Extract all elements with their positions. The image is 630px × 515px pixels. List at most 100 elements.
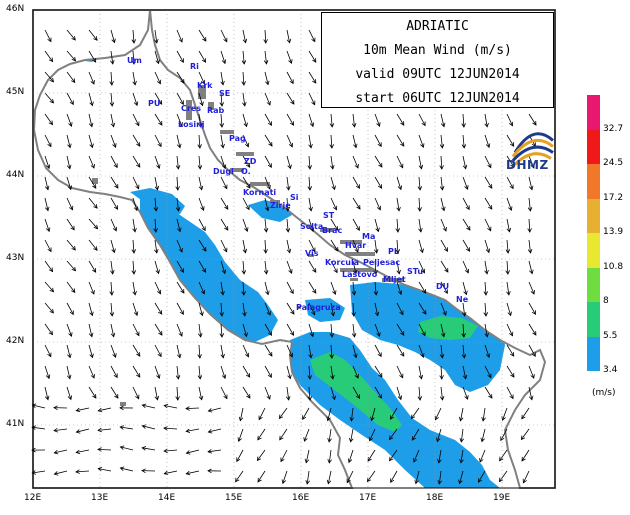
wind-arrow xyxy=(282,470,288,484)
wind-arrow xyxy=(390,407,398,420)
wind-arrow xyxy=(220,197,229,210)
wind-arrow-head xyxy=(530,164,535,169)
wind-arrow xyxy=(186,470,200,475)
wind-arrow xyxy=(374,197,381,211)
wind-arrow xyxy=(88,50,97,63)
wind-arrow-head xyxy=(484,122,489,128)
wind-arrow xyxy=(198,113,202,127)
wind-arrow-head xyxy=(244,142,250,148)
wind-arrow-head xyxy=(158,120,163,126)
wind-arrow xyxy=(154,134,162,147)
wind-arrow-head xyxy=(263,228,269,233)
wind-arrow-head xyxy=(443,247,448,253)
place-label: Losinj xyxy=(178,120,205,129)
wind-arrow xyxy=(462,281,467,295)
wind-arrow-head xyxy=(281,479,287,485)
wind-arrow xyxy=(154,260,159,274)
wind-arrow xyxy=(66,302,74,315)
wind-arrow xyxy=(176,134,181,148)
wind-arrow xyxy=(528,260,533,274)
wind-arrow-head xyxy=(461,312,467,317)
place-label: ST xyxy=(323,211,335,220)
wind-arrow xyxy=(110,218,117,232)
wind-arrow-head xyxy=(236,457,241,463)
wind-arrow-head xyxy=(89,143,94,149)
wind-arrow xyxy=(132,155,141,168)
wind-arrow xyxy=(154,323,163,336)
wind-arrow xyxy=(198,365,201,379)
wind-arrow-head xyxy=(109,312,115,317)
wind-arrow-head xyxy=(465,205,470,211)
wind-arrow xyxy=(308,134,312,148)
wind-arrow-head xyxy=(197,375,203,380)
wind-arrow-head xyxy=(157,100,163,105)
wind-arrow xyxy=(435,407,442,420)
wind-arrow-head xyxy=(309,122,315,128)
wind-arrow xyxy=(308,344,312,358)
wind-arrow-head xyxy=(485,143,491,149)
wind-arrow-head xyxy=(267,373,272,379)
wind-arrow-head xyxy=(487,373,492,379)
wind-arrow-head xyxy=(48,330,53,336)
wind-arrow xyxy=(176,197,179,211)
wind-arrow-head xyxy=(280,457,285,463)
colorbar-swatch xyxy=(587,302,600,337)
wind-arrow xyxy=(482,407,486,421)
wind-arrow xyxy=(220,239,228,252)
wind-arrow-head xyxy=(141,468,146,474)
wind-arrow xyxy=(242,281,245,296)
wind-arrow-head xyxy=(207,449,213,454)
wind-arrow-head xyxy=(243,122,248,128)
wind-arrow xyxy=(198,92,203,106)
wind-arrow xyxy=(484,239,490,253)
place-label: Lastovo xyxy=(342,270,378,279)
wind-arrow-head xyxy=(356,204,361,210)
wind-arrow-head xyxy=(207,429,213,434)
wind-arrow-head xyxy=(509,184,514,190)
wind-arrow xyxy=(220,134,224,148)
wind-arrow-head xyxy=(223,394,228,400)
wind-arrow xyxy=(220,113,223,128)
x-tick-label: 17E xyxy=(359,493,377,503)
wind-arrow-head xyxy=(483,312,489,317)
wind-arrow xyxy=(76,428,90,433)
wind-arrow xyxy=(367,470,376,482)
wind-arrow-head xyxy=(439,396,445,401)
wind-arrow-head xyxy=(288,269,293,274)
wind-arrow xyxy=(132,92,138,106)
wind-arrow xyxy=(352,134,357,148)
wind-arrow-head xyxy=(307,396,313,401)
wind-arrow xyxy=(305,449,310,463)
wind-arrow-head xyxy=(530,289,535,295)
wind-arrow xyxy=(286,323,294,336)
wind-arrow-head xyxy=(439,165,444,170)
wind-arrow xyxy=(264,281,269,295)
wind-arrow-head xyxy=(285,207,290,212)
wind-arrow xyxy=(264,323,272,336)
place-label: Ma xyxy=(362,232,376,241)
wind-arrow xyxy=(66,365,71,379)
wind-arrow xyxy=(208,428,222,433)
wind-arrow xyxy=(54,428,68,431)
wind-arrow-head xyxy=(389,435,394,441)
x-tick-label: 15E xyxy=(225,493,243,503)
wind-arrow xyxy=(286,197,289,212)
wind-arrow xyxy=(462,134,465,148)
wind-arrow-head xyxy=(263,60,269,65)
wind-arrow-head xyxy=(119,425,125,430)
wind-arrow-head xyxy=(201,226,206,232)
wind-arrow-head xyxy=(529,269,534,275)
wind-arrow xyxy=(66,71,76,83)
place-label: Zirje xyxy=(270,201,291,210)
wind-arrow-head xyxy=(349,417,355,422)
wind-arrow xyxy=(460,428,464,442)
wind-arrow-head xyxy=(267,163,272,169)
wind-arrow xyxy=(88,71,95,85)
wind-arrow xyxy=(66,197,73,210)
wind-arrow xyxy=(242,239,246,253)
wind-arrow xyxy=(308,155,311,170)
wind-arrow xyxy=(264,155,272,168)
lat-lon-grid xyxy=(33,10,555,488)
wind-arrow-head xyxy=(237,437,242,442)
wind-arrow xyxy=(88,260,97,273)
